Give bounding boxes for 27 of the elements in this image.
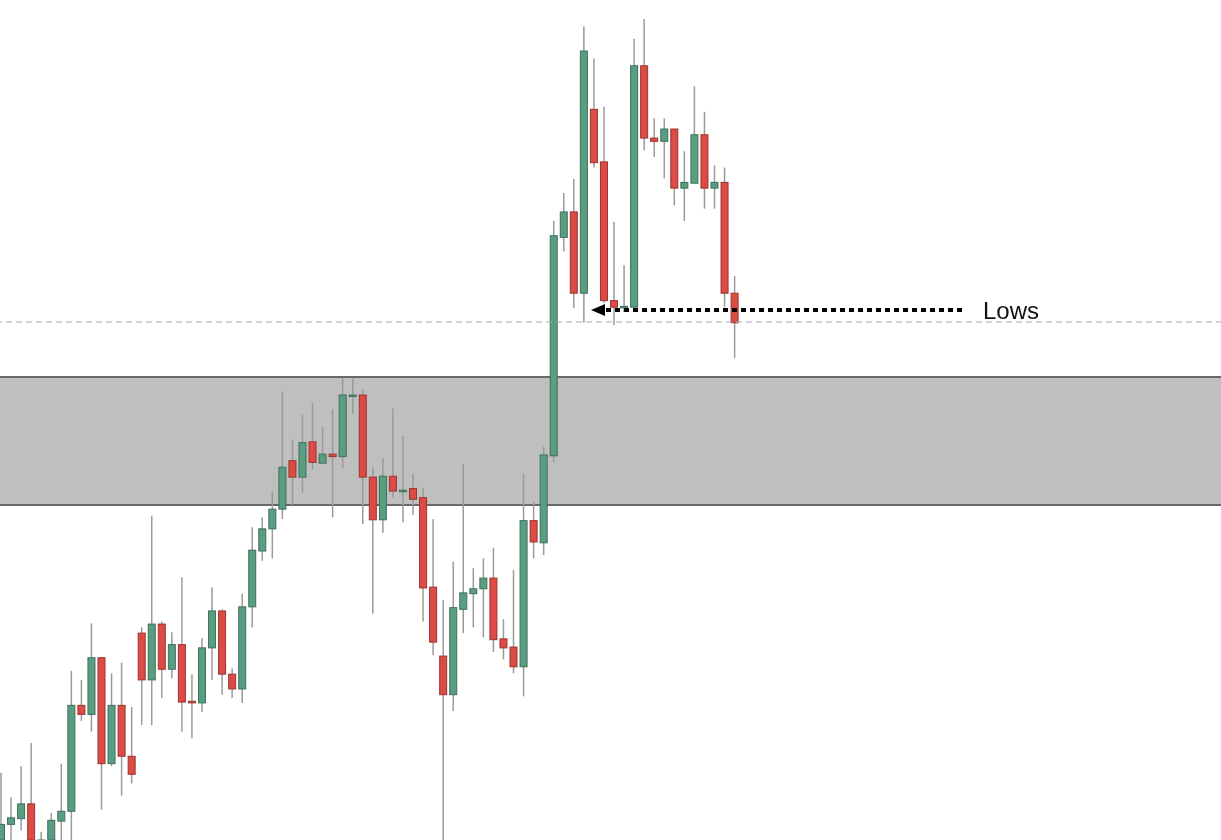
candlestick bbox=[228, 667, 237, 699]
candlestick bbox=[710, 164, 719, 210]
candlestick bbox=[288, 438, 297, 506]
candlestick bbox=[660, 117, 669, 180]
candlestick bbox=[459, 463, 468, 634]
candlestick bbox=[308, 402, 317, 471]
candlestick bbox=[37, 831, 46, 840]
candlestick bbox=[409, 473, 418, 516]
candlestick bbox=[17, 765, 26, 831]
candlestick bbox=[268, 491, 277, 560]
candlestick bbox=[610, 221, 619, 326]
candlestick bbox=[650, 117, 659, 158]
candlestick bbox=[479, 557, 488, 638]
annotation: Lows bbox=[983, 296, 1040, 324]
candlestick bbox=[47, 812, 56, 840]
candlestick bbox=[348, 377, 357, 415]
candlestick bbox=[77, 679, 86, 722]
candlestick bbox=[388, 407, 397, 499]
candlestick bbox=[187, 673, 196, 739]
candlestick bbox=[7, 796, 16, 840]
candlestick bbox=[620, 264, 629, 313]
candlestick bbox=[328, 408, 337, 519]
candlestick bbox=[529, 501, 538, 560]
candlestick bbox=[318, 426, 327, 464]
candlestick bbox=[258, 516, 267, 562]
candlestick bbox=[57, 762, 66, 840]
candlestick bbox=[469, 567, 478, 629]
